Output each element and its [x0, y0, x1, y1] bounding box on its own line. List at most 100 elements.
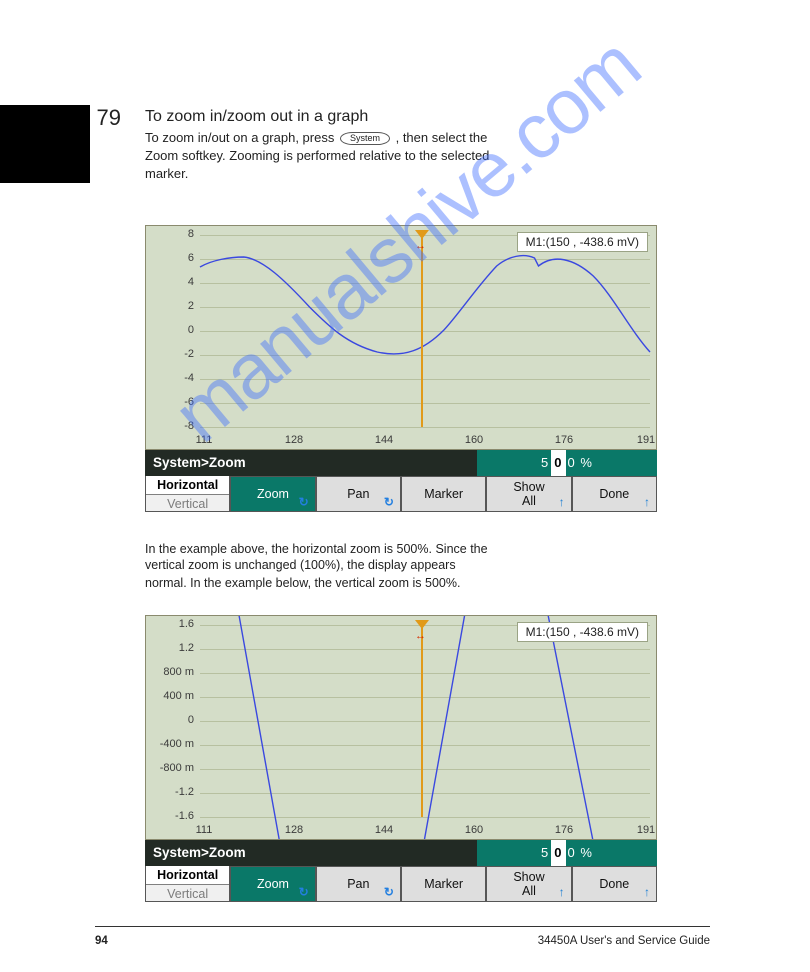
xtick: 111 — [196, 824, 213, 836]
refresh-icon: ↻ — [384, 885, 394, 899]
menu-path-2: System>Zoom — [153, 840, 246, 866]
axis-toggle-vertical: Vertical — [146, 885, 229, 903]
ytick: 4 — [146, 276, 194, 288]
ytick: 8 — [146, 228, 194, 240]
xtick: 160 — [465, 434, 483, 446]
softkey-marker[interactable]: Marker — [401, 476, 486, 512]
ytick: 2 — [146, 300, 194, 312]
plot-1: ↔ — [200, 232, 650, 427]
refresh-icon: ↻ — [299, 885, 309, 899]
marker-readout-1: M1:(150 , -438.6 mV) — [517, 232, 648, 252]
xtick: 128 — [285, 434, 303, 446]
softkey-showall-l1: Show — [513, 870, 544, 884]
softkey-show-all[interactable]: Show All ↑ — [486, 866, 571, 902]
softkey-marker-label: Marker — [424, 877, 463, 891]
chart-area-2: 1.6 1.2 800 m 400 m 0 -400 m -800 m -1.2… — [145, 615, 657, 840]
xtick: 111 — [196, 434, 213, 446]
softkey-axis-toggle[interactable]: Horizontal Vertical — [145, 476, 230, 512]
body-line-1-post: , then select the — [396, 130, 488, 145]
xtick: 176 — [555, 434, 573, 446]
refresh-icon: ↻ — [299, 495, 309, 509]
xtick: 160 — [465, 824, 483, 836]
up-arrow-icon: ↑ — [644, 495, 650, 509]
zoom-pct-d1: 5 — [541, 840, 549, 866]
softkey-done[interactable]: Done ↑ — [572, 866, 657, 902]
softkey-done-label: Done — [599, 487, 629, 501]
footer-page-number: 94 — [95, 935, 108, 947]
mid-caption-3: normal. In the example below, the vertic… — [145, 576, 460, 590]
ytick: 6 — [146, 252, 194, 264]
body-line-3: marker. — [145, 166, 705, 181]
softkey-showall-l2: All — [522, 884, 536, 898]
zoom-pct-d1: 5 — [541, 450, 549, 476]
softkey-done-label: Done — [599, 877, 629, 891]
y-axis-2: 1.6 1.2 800 m 400 m 0 -400 m -800 m -1.2… — [146, 616, 200, 839]
ytick: 0 — [146, 324, 194, 336]
refresh-icon: ↻ — [384, 495, 394, 509]
body-line-1-pre: To zoom in/out on a graph, press — [145, 130, 338, 145]
scope-panel-horizontal-zoom: 8 6 4 2 0 -2 -4 -6 -8 ↔ — [145, 225, 657, 515]
marker-handle-icon[interactable] — [415, 230, 429, 239]
ytick: -4 — [146, 372, 194, 384]
zoom-pct-field-2[interactable]: 5 0 0 % — [477, 840, 657, 866]
menu-path-1: System>Zoom — [153, 450, 246, 476]
softkey-zoom-label: Zoom — [257, 877, 289, 891]
softkey-showall-l1: Show — [513, 480, 544, 494]
mid-caption-2: vertical zoom is unchanged (100%), the d… — [145, 558, 456, 572]
softkey-show-all[interactable]: Show All ↑ — [486, 476, 571, 512]
y-axis-1: 8 6 4 2 0 -2 -4 -6 -8 — [146, 226, 200, 449]
zoom-pct-field-1[interactable]: 5 0 0 % — [477, 450, 657, 476]
footer-rule — [95, 926, 710, 927]
footer-doc-title: 34450A User's and Service Guide — [538, 935, 710, 947]
softkey-zoom[interactable]: Zoom ↻ — [230, 866, 315, 902]
softkey-marker[interactable]: Marker — [401, 866, 486, 902]
up-arrow-icon: ↑ — [559, 885, 565, 899]
ytick: 800 m — [146, 666, 194, 678]
marker-cursor-2[interactable] — [421, 622, 423, 817]
ytick: -800 m — [146, 762, 194, 774]
ytick: 0 — [146, 714, 194, 726]
softkey-pan-label: Pan — [347, 487, 369, 501]
section-title: To zoom in/zoom out in a graph — [145, 108, 368, 126]
softkey-pan-label: Pan — [347, 877, 369, 891]
mid-caption-1: In the example above, the horizontal zoo… — [145, 542, 488, 556]
softkey-done[interactable]: Done ↑ — [572, 476, 657, 512]
zoom-pct-d3: 0 — [568, 450, 576, 476]
axis-toggle-vertical: Vertical — [146, 495, 229, 513]
softkey-axis-toggle[interactable]: Horizontal Vertical — [145, 866, 230, 902]
scope-panel-vertical-zoom: 1.6 1.2 800 m 400 m 0 -400 m -800 m -1.2… — [145, 615, 657, 907]
ytick: 400 m — [146, 690, 194, 702]
axis-toggle-horizontal: Horizontal — [146, 866, 229, 885]
body-line-1: To zoom in/out on a graph, press System … — [145, 130, 705, 145]
softkey-zoom[interactable]: Zoom ↻ — [230, 476, 315, 512]
body-line-2: Zoom softkey. Zooming is performed relat… — [145, 148, 705, 163]
xtick: 144 — [375, 434, 393, 446]
ytick: 1.2 — [146, 642, 194, 654]
marker-handle-icon[interactable] — [415, 620, 429, 629]
marker-x-icon: ↔ — [415, 240, 426, 252]
ytick: -1.6 — [146, 810, 194, 822]
axis-toggle-horizontal: Horizontal — [146, 476, 229, 495]
ytick: -6 — [146, 396, 194, 408]
marker-readout-2: M1:(150 , -438.6 mV) — [517, 622, 648, 642]
xtick: 128 — [285, 824, 303, 836]
menu-bar-1: System>Zoom 5 0 0 % Horizontal Vertical … — [145, 450, 657, 512]
ytick: -8 — [146, 420, 194, 432]
ytick: -1.2 — [146, 786, 194, 798]
zoom-pct-unit: % — [580, 450, 593, 476]
marker-x-icon: ↔ — [415, 630, 426, 642]
zoom-pct-unit: % — [580, 840, 593, 866]
menu-bar-2: System>Zoom 5 0 0 % Horizontal Vertical … — [145, 840, 657, 902]
xtick: 144 — [375, 824, 393, 836]
up-arrow-icon: ↑ — [644, 885, 650, 899]
ytick: -400 m — [146, 738, 194, 750]
softkey-marker-label: Marker — [424, 487, 463, 501]
softkey-pan[interactable]: Pan ↻ — [316, 476, 401, 512]
waveform-2 — [200, 615, 650, 840]
ytick: -2 — [146, 348, 194, 360]
softkey-pan[interactable]: Pan ↻ — [316, 866, 401, 902]
up-arrow-icon: ↑ — [559, 495, 565, 509]
softkey-showall-l2: All — [522, 494, 536, 508]
marker-cursor-1[interactable] — [421, 232, 423, 427]
zoom-pct-d2: 0 — [551, 450, 565, 476]
